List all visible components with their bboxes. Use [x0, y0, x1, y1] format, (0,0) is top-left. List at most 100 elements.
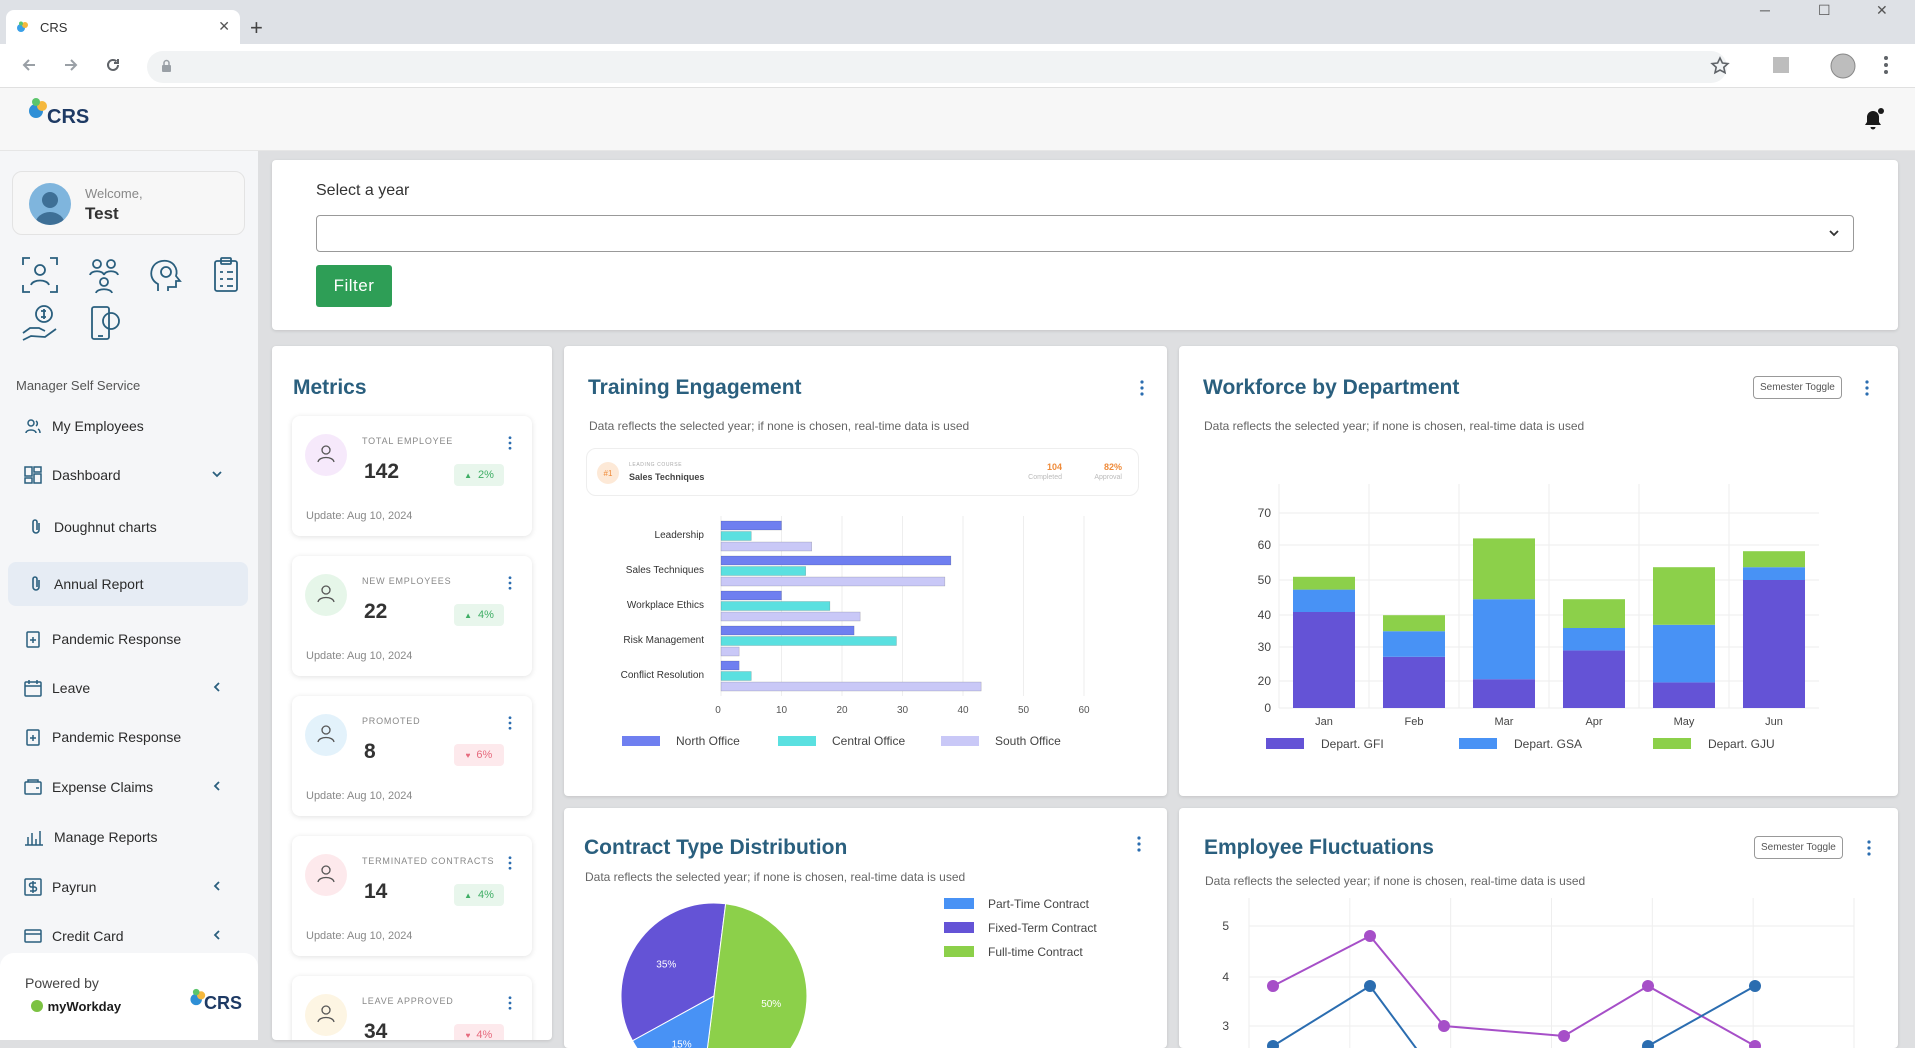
- metric-change-badge: ▲ 4%: [454, 604, 504, 626]
- partner-name: myWorkday: [47, 999, 122, 1014]
- bookmark-star-icon[interactable]: [1710, 56, 1730, 81]
- more-options-icon[interactable]: [1140, 380, 1144, 396]
- metric-label: TOTAL EMPLOYEE: [362, 436, 454, 446]
- metric-card[interactable]: PROMOTED 8 ♥ 6% Update: Aug 10, 2024: [292, 696, 532, 816]
- clipboard-icon[interactable]: [206, 255, 246, 295]
- category-label: Workplace Ethics: [627, 600, 704, 611]
- x-tick-label: Jan: [1315, 716, 1333, 728]
- sidebar-item-label: Pandemic Response: [52, 729, 182, 745]
- filter-button[interactable]: Filter: [316, 265, 392, 307]
- address-bar[interactable]: [147, 51, 1727, 83]
- x-tick-label: 20: [836, 705, 848, 716]
- contract-title: Contract Type Distribution: [584, 836, 848, 859]
- more-options-icon[interactable]: [1865, 380, 1869, 396]
- extension-icon[interactable]: [1773, 57, 1789, 78]
- metric-card[interactable]: TERMINATED CONTRACTS 14 ▲ 4% Update: Aug …: [292, 836, 532, 956]
- more-options-icon[interactable]: [1137, 836, 1141, 852]
- reload-icon[interactable]: [104, 56, 122, 80]
- chevron-left-icon: [210, 779, 234, 796]
- bar: [720, 590, 782, 601]
- sidebar-item-annual-report[interactable]: Annual Report: [8, 562, 248, 606]
- tab-title: CRS: [40, 19, 68, 35]
- bar-segment: [1653, 682, 1715, 708]
- bar-segment: [1743, 580, 1805, 708]
- more-options-icon[interactable]: [508, 436, 512, 450]
- user-avatar[interactable]: [29, 183, 71, 225]
- metric-icon: [305, 994, 347, 1036]
- x-tick-label: Feb: [1405, 716, 1424, 728]
- tab-close-icon[interactable]: ✕: [218, 18, 230, 34]
- metric-icon: [305, 434, 347, 476]
- x-tick-label: Mar: [1495, 716, 1514, 728]
- back-icon[interactable]: [20, 56, 38, 80]
- notification-bell-icon[interactable]: [1861, 108, 1885, 137]
- legend-swatch: [1266, 738, 1304, 749]
- more-options-icon[interactable]: [508, 716, 512, 730]
- bar-segment: [1473, 599, 1535, 680]
- sidebar-item-my-employees[interactable]: My Employees: [8, 406, 248, 446]
- sidebar-item-dashboard[interactable]: Dashboard: [8, 455, 248, 495]
- semester-toggle-button[interactable]: Semester Toggle: [1754, 836, 1843, 859]
- sidebar-item-doughnut-charts[interactable]: Doughnut charts: [8, 507, 248, 547]
- pie-slice: [706, 903, 808, 1048]
- bar: [720, 555, 952, 566]
- x-tick-label: 40: [957, 705, 969, 716]
- new-tab-icon[interactable]: +: [250, 15, 263, 40]
- completed-value: 104: [1046, 462, 1062, 472]
- more-options-icon[interactable]: [508, 996, 512, 1010]
- team-icon[interactable]: [84, 255, 124, 295]
- metric-card[interactable]: NEW EMPLOYEES 22 ▲ 4% Update: Aug 10, 202…: [292, 556, 532, 676]
- metric-card[interactable]: LEAVE APPROVED 34 ♥ 4%: [292, 976, 532, 1040]
- more-options-icon[interactable]: [1867, 840, 1871, 856]
- forward-icon[interactable]: [62, 56, 80, 80]
- fluctuations-title: Employee Fluctuations: [1204, 836, 1434, 859]
- payment-hand-icon[interactable]: [20, 303, 60, 343]
- sidebar-item-leave[interactable]: Leave: [8, 668, 248, 708]
- course-rank: #1: [597, 462, 619, 484]
- year-select[interactable]: [316, 215, 1854, 252]
- more-options-icon[interactable]: [508, 576, 512, 590]
- sidebar-item-label: Dashboard: [52, 467, 121, 483]
- maximize-icon[interactable]: ☐: [1818, 2, 1831, 18]
- sidebar-item-expense-claims[interactable]: Expense Claims: [8, 767, 248, 807]
- chevron-down-icon: [210, 467, 234, 484]
- metric-card[interactable]: TOTAL EMPLOYEE 142 ▲ 2% Update: Aug 10, 2…: [292, 416, 532, 536]
- year-filter-card: Select a year Filter: [272, 160, 1898, 330]
- bar-segment: [1473, 679, 1535, 708]
- sidebar-item-pandemic-response-2[interactable]: Pandemic Response: [8, 717, 248, 757]
- minimize-icon[interactable]: ─: [1760, 2, 1770, 18]
- sidebar-item-manage-reports[interactable]: Manage Reports: [8, 817, 248, 857]
- x-tick-label: 50: [1018, 705, 1030, 716]
- sidebar-item-payrun[interactable]: Payrun: [8, 867, 248, 907]
- profile-avatar[interactable]: [1830, 53, 1856, 84]
- mind-gear-icon[interactable]: [146, 255, 186, 295]
- browser-tab[interactable]: CRS ✕: [6, 10, 240, 44]
- credit-card-icon: [24, 929, 42, 943]
- trend-up-icon: ▲: [464, 470, 472, 480]
- sidebar-item-pandemic-response[interactable]: Pandemic Response: [8, 619, 248, 659]
- workforce-title: Workforce by Department: [1203, 376, 1460, 399]
- completed-label: Completed: [1028, 474, 1062, 481]
- slice-label: 35%: [656, 960, 676, 971]
- leading-course-box: #1 LEADING COURSE Sales Techniques 104 C…: [586, 448, 1139, 496]
- legend-label: Fixed-Term Contract: [988, 921, 1097, 935]
- sidebar-item-credit-card[interactable]: Credit Card: [8, 916, 248, 956]
- semester-toggle-button[interactable]: Semester Toggle: [1753, 376, 1842, 399]
- window-close-icon[interactable]: ✕: [1876, 2, 1888, 18]
- metric-change: 4%: [478, 889, 494, 901]
- scan-people-icon[interactable]: [20, 255, 60, 295]
- trend-up-icon: ▲: [464, 610, 472, 620]
- mobile-chat-icon[interactable]: [84, 303, 124, 343]
- y-tick-label: 40: [1258, 608, 1272, 622]
- more-options-icon[interactable]: [508, 856, 512, 870]
- sidebar-item-label: Credit Card: [52, 928, 124, 944]
- calendar-icon: [24, 680, 42, 697]
- course-caption: LEADING COURSE: [629, 462, 683, 468]
- powered-by-panel: Powered by myWorkday CRS: [0, 953, 258, 1040]
- bar-segment: [1293, 589, 1355, 612]
- trend-down-icon: ♥: [465, 1030, 471, 1040]
- browser-menu-icon[interactable]: [1884, 56, 1888, 79]
- x-tick-label: 0: [715, 705, 721, 716]
- metrics-title: Metrics: [293, 376, 367, 399]
- x-tick-label: 30: [897, 705, 909, 716]
